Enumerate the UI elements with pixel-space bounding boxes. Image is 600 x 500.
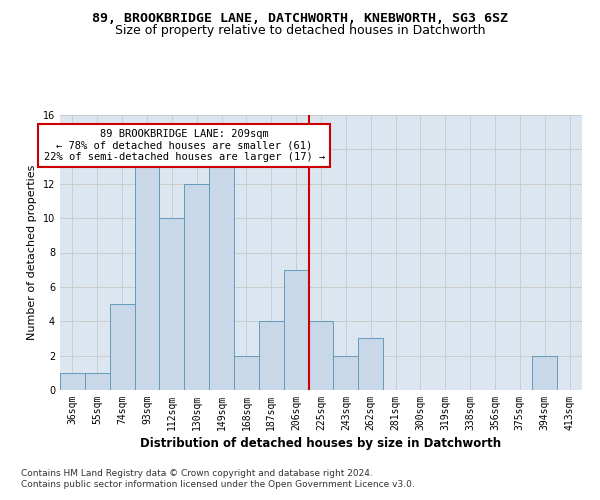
Bar <box>134 166 160 390</box>
Text: Contains HM Land Registry data © Crown copyright and database right 2024.: Contains HM Land Registry data © Crown c… <box>21 468 373 477</box>
Bar <box>110 304 134 390</box>
Text: Distribution of detached houses by size in Datchworth: Distribution of detached houses by size … <box>140 438 502 450</box>
Bar <box>284 270 308 390</box>
Bar <box>184 184 209 390</box>
Text: Size of property relative to detached houses in Datchworth: Size of property relative to detached ho… <box>115 24 485 37</box>
Bar <box>334 356 358 390</box>
Bar <box>358 338 383 390</box>
Bar <box>234 356 259 390</box>
Bar <box>308 322 334 390</box>
Bar <box>60 373 85 390</box>
Bar <box>209 166 234 390</box>
Bar <box>532 356 557 390</box>
Text: Contains public sector information licensed under the Open Government Licence v3: Contains public sector information licen… <box>21 480 415 489</box>
Text: 89, BROOKBRIDGE LANE, DATCHWORTH, KNEBWORTH, SG3 6SZ: 89, BROOKBRIDGE LANE, DATCHWORTH, KNEBWO… <box>92 12 508 26</box>
Bar <box>259 322 284 390</box>
Text: 89 BROOKBRIDGE LANE: 209sqm
← 78% of detached houses are smaller (61)
22% of sem: 89 BROOKBRIDGE LANE: 209sqm ← 78% of det… <box>44 128 325 162</box>
Bar <box>160 218 184 390</box>
Bar <box>85 373 110 390</box>
Y-axis label: Number of detached properties: Number of detached properties <box>27 165 37 340</box>
